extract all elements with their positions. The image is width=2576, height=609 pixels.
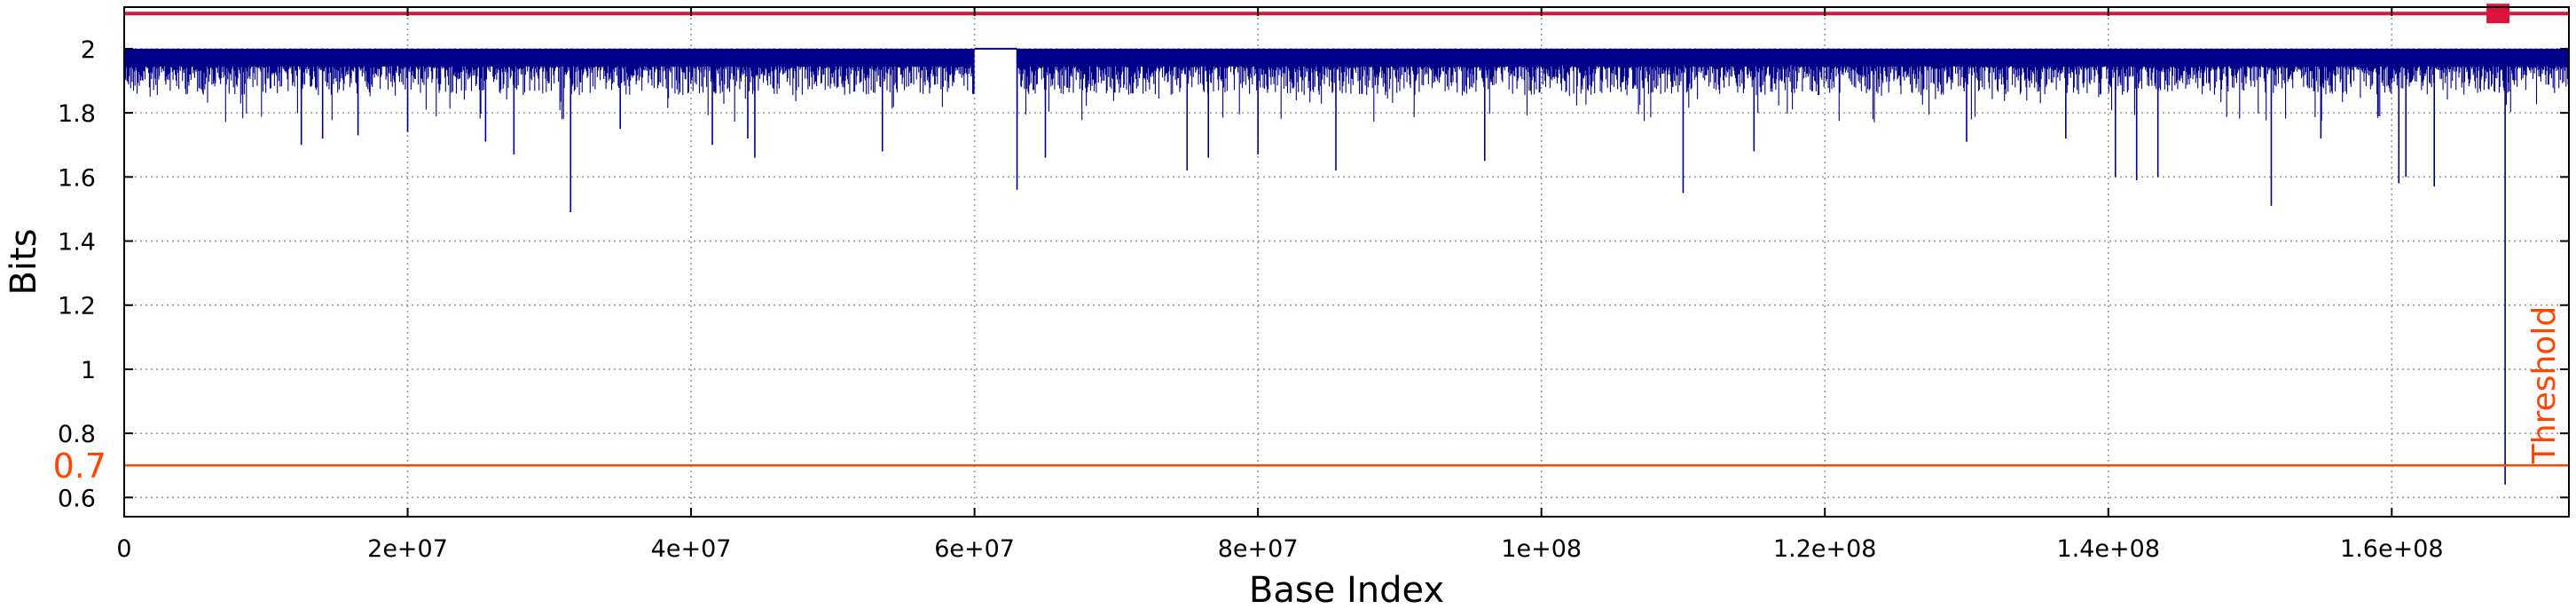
threshold-value-label: 0.7 xyxy=(53,447,106,486)
x-tick-label: 8e+07 xyxy=(1218,535,1299,563)
x-tick-label: 2e+07 xyxy=(367,535,448,563)
x-tick-label: 1e+08 xyxy=(1501,535,1582,563)
x-tick-label: 1.4e+08 xyxy=(2056,535,2160,563)
x-tick-label: 0 xyxy=(116,535,131,563)
plot-frame xyxy=(123,6,2570,518)
y-tick-label: 0.6 xyxy=(58,485,96,512)
y-tick-label: 1.2 xyxy=(58,293,96,320)
x-tick-label: 1.6e+08 xyxy=(2340,535,2444,563)
top-marker xyxy=(2486,4,2510,24)
y-tick-label: 0.8 xyxy=(58,421,96,448)
threshold-label: Threshold xyxy=(2526,306,2563,464)
x-tick-label: 6e+07 xyxy=(934,535,1015,563)
series-top-band xyxy=(126,48,975,55)
y-axis-label: Bits xyxy=(4,228,44,295)
x-axis-label: Base Index xyxy=(1249,570,1444,609)
reference-lines xyxy=(124,4,2569,467)
x-tick-label: 4e+07 xyxy=(651,535,732,563)
series-top-band xyxy=(1017,48,2569,55)
series-band xyxy=(123,48,2570,123)
bits-series xyxy=(123,47,2570,485)
x-tick-label: 1.2e+08 xyxy=(1773,535,1877,563)
y-tick-label: 1.6 xyxy=(58,164,96,192)
y-tick-label: 1.4 xyxy=(58,229,96,257)
y-tick-label: 1 xyxy=(81,357,96,384)
axis-ticks: 0 2e+07 4e+07 6e+07 8e+07 1e+08 1.2e+08 1.4e+08… xyxy=(58,7,2569,563)
y-tick-label: 1.8 xyxy=(58,100,96,128)
y-tick-label: 2 xyxy=(81,36,96,64)
